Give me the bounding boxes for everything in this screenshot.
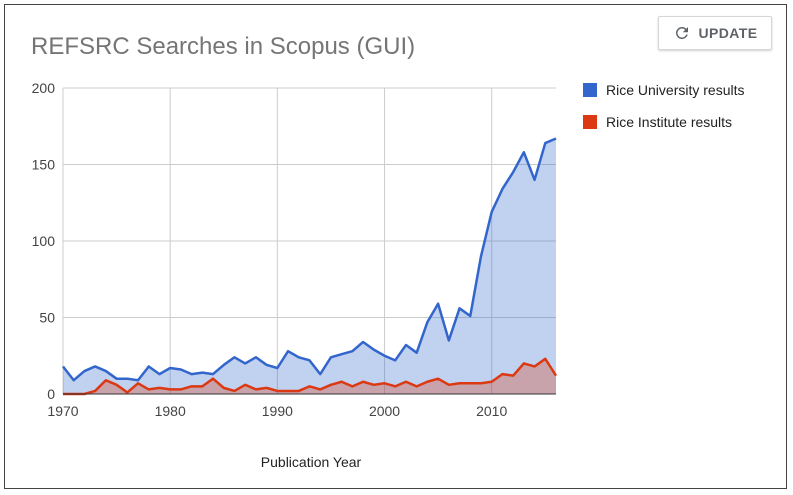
x-tick-label: 1980	[155, 403, 186, 419]
update-button[interactable]: UPDATE	[658, 16, 772, 50]
series-area-1	[63, 138, 556, 394]
legend-label: Rice Institute results	[606, 114, 733, 130]
y-tick-label: 100	[32, 233, 56, 249]
y-tick-label: 200	[32, 80, 56, 96]
x-tick-label: 2010	[476, 403, 507, 419]
chart-frame	[4, 4, 787, 489]
legend-swatch	[583, 83, 597, 97]
chart-title: REFSRC Searches in Scopus (GUI)	[31, 33, 416, 60]
y-tick-label: 150	[32, 157, 56, 173]
x-axis-label: Publication Year	[260, 454, 362, 470]
x-tick-label: 1970	[47, 403, 78, 419]
legend-swatch	[583, 115, 597, 129]
legend: Rice University results Rice Institute r…	[583, 80, 744, 144]
series-area-2	[63, 358, 556, 394]
x-tick-label: 1990	[262, 403, 293, 419]
legend-item-rice-institute[interactable]: Rice Institute results	[583, 112, 744, 132]
legend-item-rice-university[interactable]: Rice University results	[583, 80, 744, 100]
y-tick-label: 0	[47, 386, 55, 402]
y-tick-label: 50	[39, 310, 55, 326]
series-line-1	[62, 137, 557, 382]
series-line-2	[63, 357, 558, 396]
update-button-label: UPDATE	[698, 25, 758, 41]
legend-label: Rice University results	[606, 82, 745, 98]
x-tick-label: 2000	[369, 403, 400, 419]
